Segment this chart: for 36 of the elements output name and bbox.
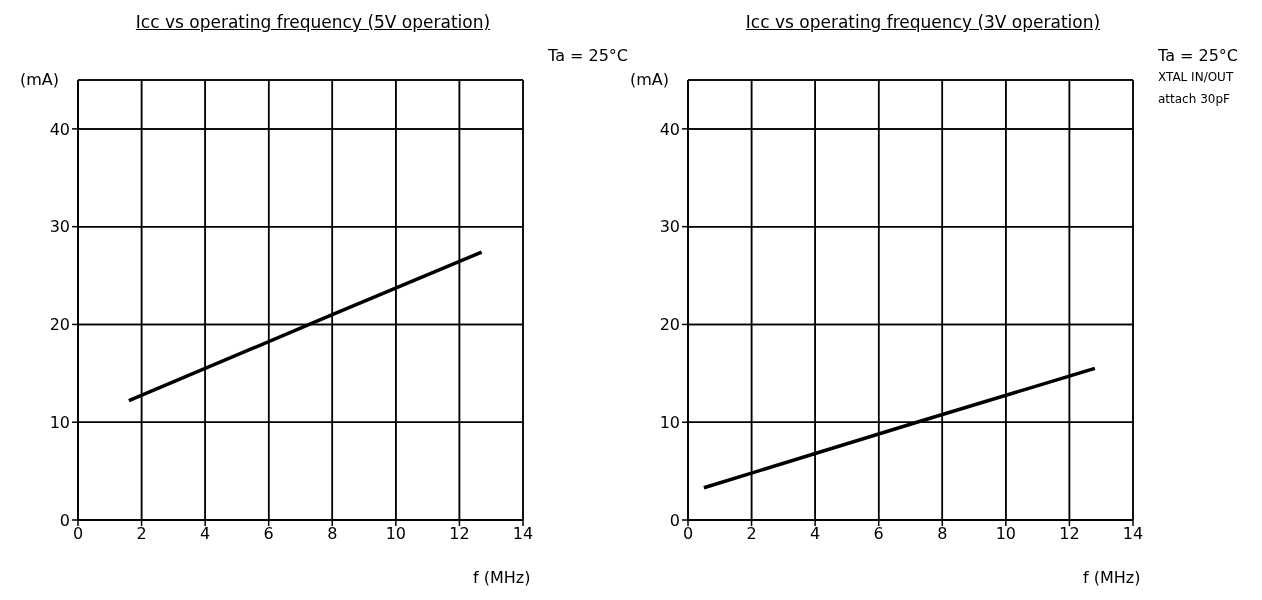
y-tick-label: 0 (669, 510, 680, 530)
y-tick-label: 10 (49, 412, 70, 432)
y-tick-label: 20 (659, 315, 680, 335)
x-tick-label: 14 (1122, 524, 1144, 544)
y-tick-label: 40 (659, 119, 680, 139)
x-tick-label: 8 (937, 524, 948, 544)
y-tick-label: 10 (659, 412, 680, 432)
text: XTAL IN/OUT (1158, 69, 1235, 86)
x-tick-label: 10 (995, 524, 1017, 544)
y-axis-title: (mA) (20, 70, 60, 89)
x-tick-label: 10 (385, 524, 407, 544)
x-tick-label: 4 (200, 524, 211, 544)
y-tick-label: 20 (49, 315, 70, 335)
y-axis-title: (mA) (630, 70, 670, 89)
chart-title: Icc vs operating frequency (3V operation) (744, 11, 1102, 34)
text: attach 30pF (1158, 91, 1231, 108)
x-tick-label: 2 (746, 524, 757, 544)
x-tick-label: 2 (136, 524, 147, 544)
x-tick-label: 0 (72, 524, 84, 544)
y-tick-label: 30 (49, 217, 70, 237)
text: Ta = 25°C (548, 46, 629, 66)
x-tick-label: 14 (512, 524, 534, 544)
x-tick-label: 12 (449, 524, 470, 544)
x-tick-label: 6 (263, 524, 274, 544)
x-tick-label: 12 (1059, 524, 1080, 544)
x-tick-label: 0 (682, 524, 694, 544)
text: Ta = 25°C (1158, 46, 1239, 66)
x-tick-label: 4 (810, 524, 821, 544)
x-axis-title: f (MHz) (1083, 568, 1141, 587)
x-tick-label: 8 (327, 524, 338, 544)
y-tick-label: 40 (49, 119, 70, 139)
chart-title: Icc vs operating frequency (5V operation) (134, 11, 492, 34)
y-tick-label: 0 (59, 510, 70, 530)
x-axis-title: f (MHz) (473, 568, 531, 587)
y-tick-label: 30 (659, 217, 680, 237)
x-tick-label: 6 (873, 524, 884, 544)
